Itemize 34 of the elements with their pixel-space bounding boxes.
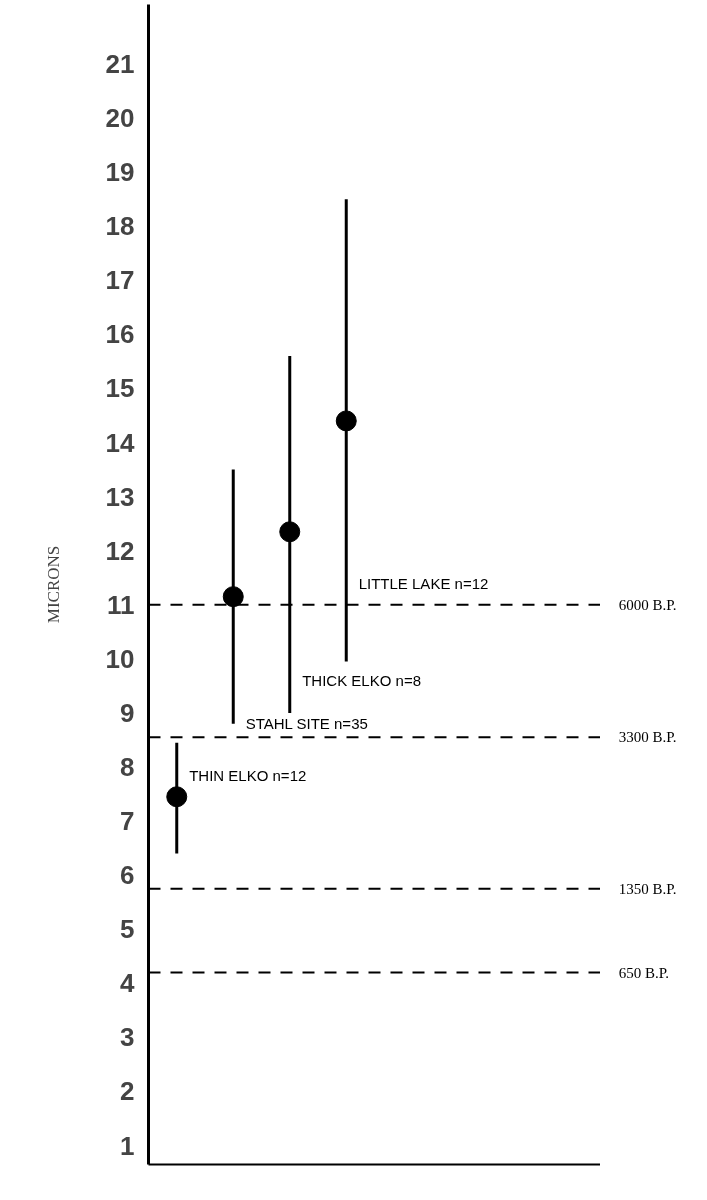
y-tick-label: 3	[120, 1022, 135, 1053]
text: STAHL SITE n=35	[245, 715, 368, 733]
point	[222, 586, 244, 608]
point	[279, 521, 301, 543]
series-label: THIN ELKO n=12	[189, 766, 307, 784]
y-tick-label: 17	[105, 265, 135, 296]
y-tick-label: 11	[107, 589, 135, 620]
y-tick-label: 8	[120, 752, 135, 783]
ref-line-label: 3300 B.P.	[618, 729, 677, 746]
y-axis-title: MICRONS	[43, 545, 63, 624]
y-tick-label: 14	[105, 427, 136, 458]
point	[166, 786, 188, 808]
y-tick-label: 5	[120, 914, 135, 945]
y-tick-label: 18	[105, 211, 135, 242]
text: LITTLE LAKE n=12	[358, 574, 489, 592]
y-tick-label: 16	[105, 319, 135, 350]
y-tick-label: 6	[120, 860, 135, 891]
y-tick-label: 15	[105, 373, 135, 404]
y-tick-label: 2	[120, 1076, 135, 1107]
y-tick-label: 4	[120, 968, 136, 999]
ref-line-label: 6000 B.P.	[618, 596, 677, 613]
y-tick-label: 21	[105, 48, 135, 79]
y-tick-label: 10	[105, 643, 135, 674]
point	[335, 410, 357, 432]
y-tick-label: 12	[105, 535, 135, 566]
y-tick-label: 19	[105, 157, 135, 188]
y-tick-label: 7	[120, 806, 135, 837]
text: THICK ELKO n=8	[302, 671, 421, 689]
y-tick-label: 9	[120, 697, 135, 728]
y-tick-label: 13	[105, 481, 135, 512]
y-tick-label: 20	[105, 103, 135, 134]
y-tick-label: 1	[120, 1130, 135, 1161]
ref-line-label: 650 B.P.	[618, 964, 670, 981]
ref-line-label: 1350 B.P.	[618, 880, 677, 897]
